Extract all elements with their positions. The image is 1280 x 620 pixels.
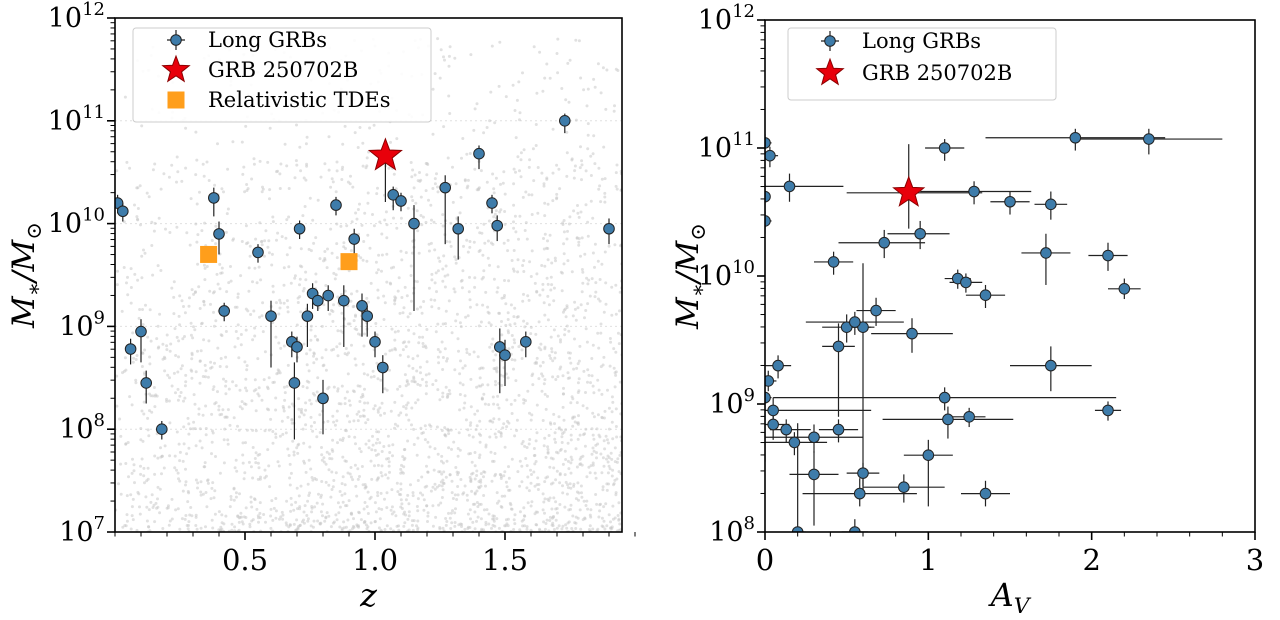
x-axis-label: AV — [988, 576, 1032, 619]
legend-label: Long GRBs — [862, 29, 981, 53]
tick-labels: 0.5 1.0 1.5 107 108 109 1010 1011 1012 — [48, 0, 528, 577]
legend-label: Relativistic TDEs — [208, 88, 391, 112]
error-bars — [116, 113, 610, 440]
legend-label: Long GRBs — [208, 28, 327, 52]
legend-item-long_grbs: Long GRBs — [167, 28, 327, 52]
long-grbs-marker-icon — [170, 34, 182, 46]
y-tick-label: 109 — [59, 307, 105, 342]
legend-label: GRB 250702B — [862, 61, 1012, 85]
y-tick-label: 108 — [709, 513, 755, 548]
chart-stellar-mass-vs-redshift: 0.5 1.0 1.5 107 108 109 1010 1011 1012 z M∗/M⊙ Long… — [6, 0, 636, 614]
data-layer — [115, 113, 615, 440]
x-tick-label: 0 — [756, 543, 774, 577]
legend-item-long_grbs: Long GRBs — [821, 29, 981, 53]
grb-250702b-star — [367, 137, 403, 171]
long-grbs-marker-icon — [824, 35, 836, 47]
error-bars — [765, 128, 1223, 532]
y-tick-label: 1012 — [48, 0, 105, 34]
tde-square-icon — [167, 91, 185, 109]
long-grbs-points — [115, 115, 615, 436]
star-icon — [815, 57, 845, 86]
data-layer — [765, 128, 1223, 532]
legend-item-tdes: Relativistic TDEs — [167, 88, 391, 112]
chart-stellar-mass-vs-extinction: 0 1 2 3 108 109 1010 1011 1012 AV M∗/M⊙ Long GRBs GR… — [670, 1, 1264, 619]
plot-frame — [114, 17, 623, 533]
legend-label: GRB 250702B — [208, 58, 358, 82]
gridlines — [115, 120, 622, 430]
x-tick-label: 1.0 — [352, 543, 398, 577]
star-icon — [161, 54, 191, 83]
axis-ticks — [757, 19, 1256, 540]
x-tick-label: 2 — [1082, 543, 1100, 577]
x-tick-label: 0.5 — [222, 543, 268, 577]
grb-250702b-star — [892, 175, 926, 207]
x-tick-label: 1.5 — [482, 543, 528, 577]
y-axis-label: M∗/M⊙ — [670, 223, 710, 330]
relativistic-tdes-squares — [200, 245, 358, 271]
legend-item-grb_250702b: GRB 250702B — [815, 57, 1012, 86]
y-tick-label: 107 — [59, 513, 105, 548]
x-tick-label: 1 — [919, 543, 937, 577]
x-axis-label: z — [359, 576, 378, 614]
y-tick-label: 1012 — [698, 1, 755, 36]
legend-item-grb_250702b: GRB 250702B — [161, 54, 358, 83]
y-tick-label: 1010 — [698, 257, 755, 292]
axis-labels: z M∗/M⊙ — [6, 222, 378, 614]
axis-labels: AV M∗/M⊙ — [670, 223, 1032, 619]
y-tick-label: 108 — [59, 410, 105, 445]
tick-labels: 0 1 2 3 108 109 1010 1011 1012 — [698, 1, 1264, 577]
y-tick-label: 1011 — [698, 129, 755, 164]
y-tick-label: 1011 — [48, 102, 105, 137]
long-grbs-points — [765, 131, 1155, 532]
axis-ticks — [107, 17, 636, 540]
legend: Long GRBs GRB 250702B Relativistic TDEs — [132, 27, 432, 123]
y-tick-label: 1010 — [48, 205, 105, 240]
y-tick-label: 109 — [709, 385, 755, 420]
legend: Long GRBs GRB 250702B — [787, 27, 1057, 101]
y-axis-label: M∗/M⊙ — [6, 222, 46, 329]
x-tick-label: 3 — [1246, 543, 1264, 577]
